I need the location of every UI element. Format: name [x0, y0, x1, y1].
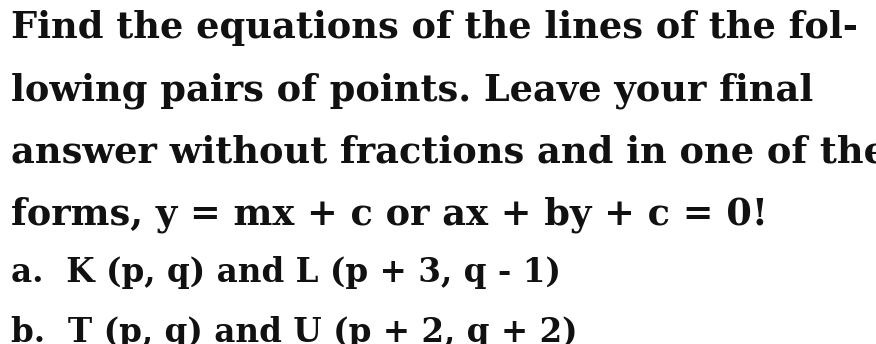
Text: lowing pairs of points. Leave your final: lowing pairs of points. Leave your final [11, 72, 814, 109]
Text: answer without fractions and in one of the: answer without fractions and in one of t… [11, 134, 876, 170]
Text: forms, y = mx + c or ax + by + c = 0!: forms, y = mx + c or ax + by + c = 0! [11, 196, 768, 233]
Text: a.  K (p, q) and L (p + 3, q - 1): a. K (p, q) and L (p + 3, q - 1) [11, 256, 562, 289]
Text: Find the equations of the lines of the fol-: Find the equations of the lines of the f… [11, 10, 858, 46]
Text: b.  T (p, q) and U (p + 2, q + 2): b. T (p, q) and U (p + 2, q + 2) [11, 316, 578, 344]
